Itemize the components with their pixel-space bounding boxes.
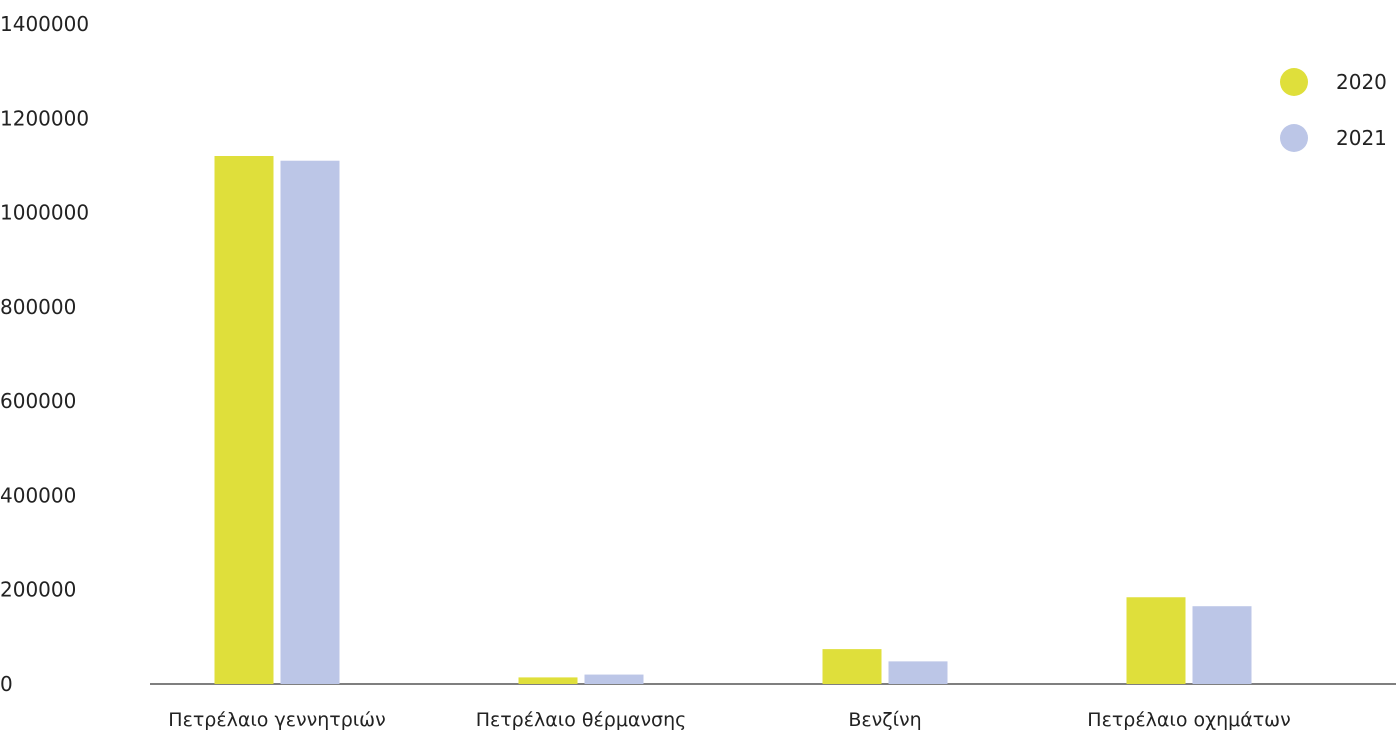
y-tick-label: 0	[0, 672, 13, 696]
bar-2021-1	[280, 160, 340, 684]
y-tick-label: 1400000	[0, 12, 89, 36]
bar-2020-2	[518, 677, 578, 684]
y-tick-label: 400000	[0, 483, 76, 507]
bar-2021-2	[584, 674, 644, 684]
y-tick-label: 1200000	[0, 106, 89, 130]
y-tick-label: 600000	[0, 389, 76, 413]
y-tick-label: 200000	[0, 578, 76, 602]
legend-swatch-2021	[1280, 124, 1308, 152]
y-axis: 0 200000 400000 600000 800000 1000000 1200000 1…	[0, 12, 89, 696]
bar-2021-4	[1192, 606, 1252, 684]
y-tick-label: 1000000	[0, 201, 89, 225]
x-category-label: Πετρέλαιο θέρμανσης	[476, 709, 687, 731]
bar-2020-1	[214, 156, 274, 684]
legend-label-2020: 2020	[1336, 70, 1387, 94]
x-category-label: Βενζίνη	[848, 709, 921, 731]
x-axis: Πετρέλαιο γεννητριών Πετρέλαιο θέρμανσης Β…	[168, 709, 1290, 731]
bar-2020-3	[822, 649, 882, 684]
bar-series	[214, 156, 1252, 684]
x-category-label: Πετρέλαιο γεννητριών	[168, 709, 385, 731]
legend: 2020 2021	[1280, 68, 1387, 152]
legend-label-2021: 2021	[1336, 126, 1387, 150]
legend-swatch-2020	[1280, 68, 1308, 96]
bar-2021-3	[888, 661, 948, 684]
y-tick-label: 800000	[0, 295, 76, 319]
bar-2020-4	[1126, 597, 1186, 684]
x-category-label: Πετρέλαιο οχημάτων	[1087, 709, 1290, 731]
